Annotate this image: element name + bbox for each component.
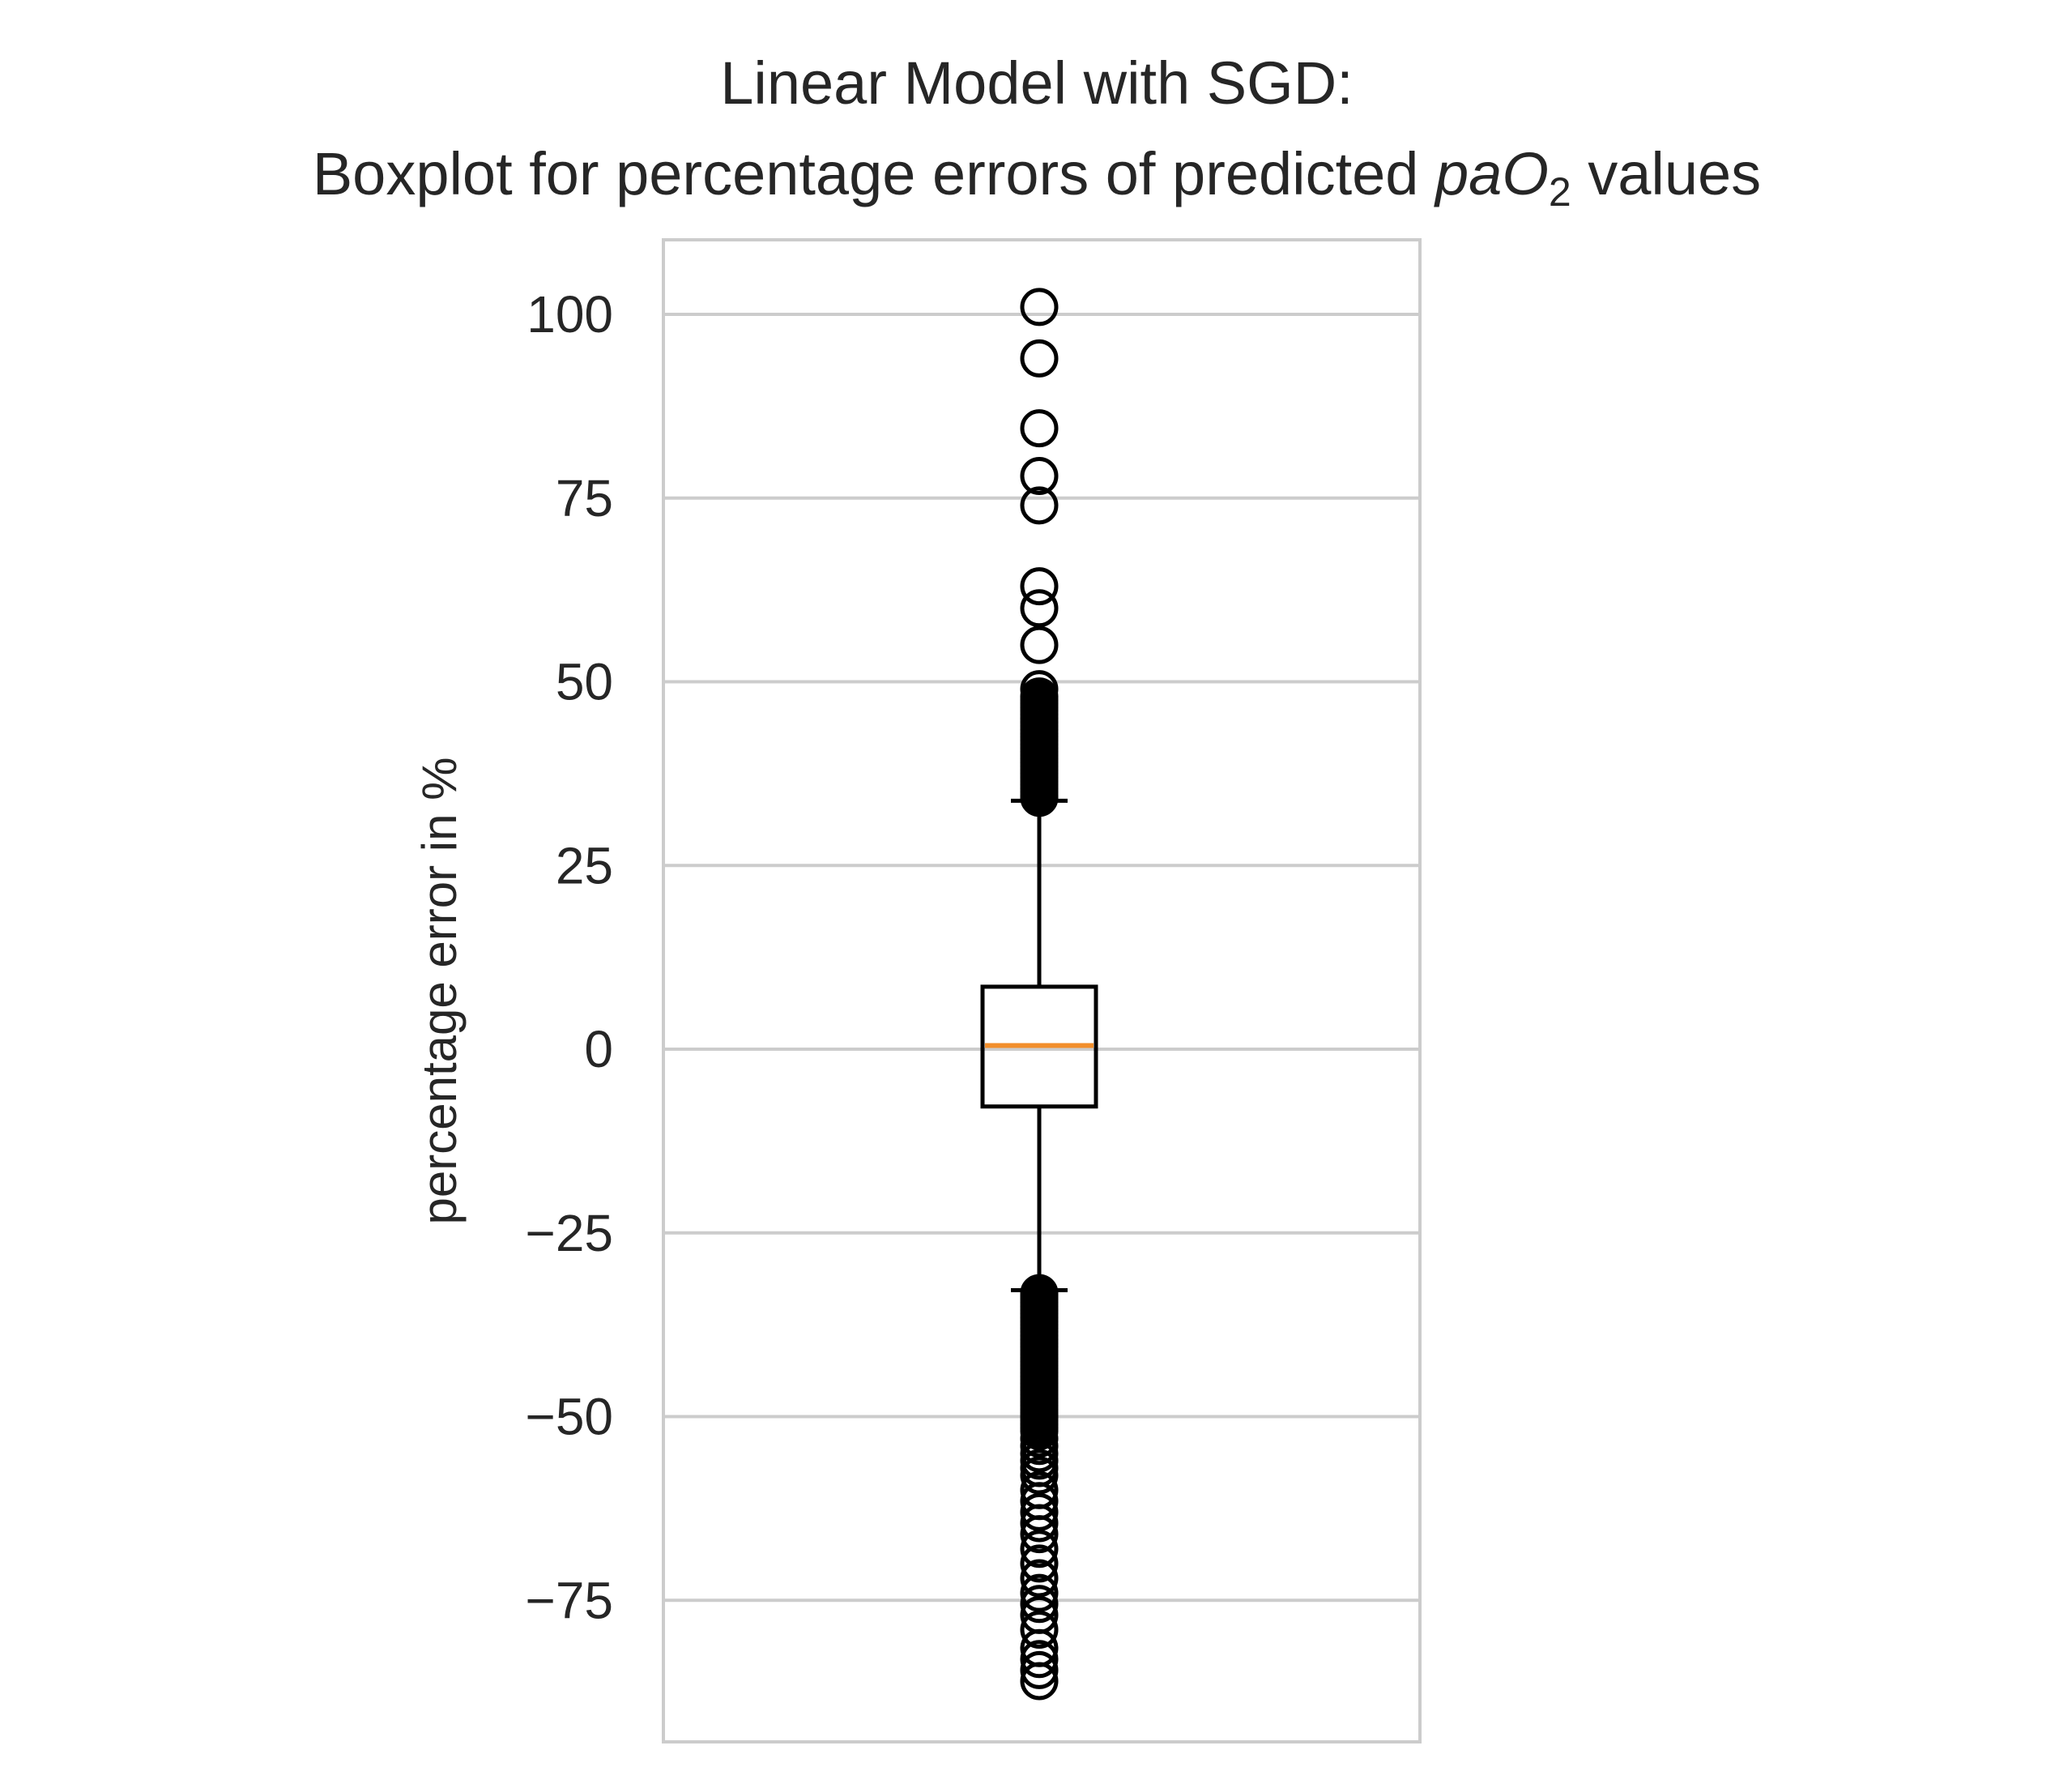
y-axis-label: percentage error in % xyxy=(412,758,467,1225)
outlier-point xyxy=(1020,1492,1059,1531)
y-tick-label: 75 xyxy=(556,469,613,527)
outlier-point xyxy=(1020,1456,1059,1495)
outlier-point xyxy=(1020,1650,1059,1689)
plot-area-frame xyxy=(662,238,1422,1743)
outlier-point xyxy=(1020,1640,1059,1679)
outlier-point xyxy=(1020,409,1059,448)
outlier-point xyxy=(1020,1544,1059,1583)
y-tick-label: −75 xyxy=(525,1571,613,1629)
outlier-point xyxy=(1020,779,1059,817)
chart-title: Linear Model with SGD: Boxplot for perce… xyxy=(313,49,1761,215)
outlier-point xyxy=(1020,1515,1059,1554)
outlier-point xyxy=(1020,1611,1059,1650)
y-tick-label: 50 xyxy=(556,653,613,711)
chart-title-line-2: Boxplot for percentage errors of predict… xyxy=(313,140,1761,215)
chart-title-line-1: Linear Model with SGD: xyxy=(720,49,1353,117)
outlier-point xyxy=(1020,486,1059,525)
y-tick-label: −25 xyxy=(525,1204,613,1262)
outlier-point xyxy=(1020,1585,1059,1624)
outlier-points xyxy=(1020,288,1059,1701)
y-tick-label: −50 xyxy=(525,1388,613,1446)
box-and-whiskers xyxy=(980,798,1098,1292)
chart-title-line-2-suffix: values xyxy=(1571,140,1761,207)
outlier-point xyxy=(1020,567,1059,606)
outlier-point xyxy=(1020,1662,1059,1701)
y-tick-label: 0 xyxy=(584,1020,613,1078)
outlier-point xyxy=(1020,1573,1059,1612)
chart-title-math-main: paO xyxy=(1434,140,1549,207)
outlier-point xyxy=(1020,1559,1059,1598)
chart-title-line-2-prefix: Boxplot for percentage errors of predict… xyxy=(313,140,1435,207)
y-tick-label: 25 xyxy=(556,836,613,894)
chart-title-math-sub: 2 xyxy=(1549,169,1571,215)
y-tick-label: 100 xyxy=(527,285,613,344)
outlier-point xyxy=(1020,1530,1059,1568)
y-tick-labels: 100 75 50 25 0 −25 −50 −75 xyxy=(525,285,613,1629)
outlier-point xyxy=(1020,339,1059,378)
outlier-point xyxy=(1020,589,1059,628)
outlier-point xyxy=(1020,1504,1059,1543)
interquartile-box xyxy=(980,984,1098,1109)
outlier-point xyxy=(1020,288,1059,326)
outlier-point xyxy=(1020,457,1059,496)
outlier-point xyxy=(1020,625,1059,664)
